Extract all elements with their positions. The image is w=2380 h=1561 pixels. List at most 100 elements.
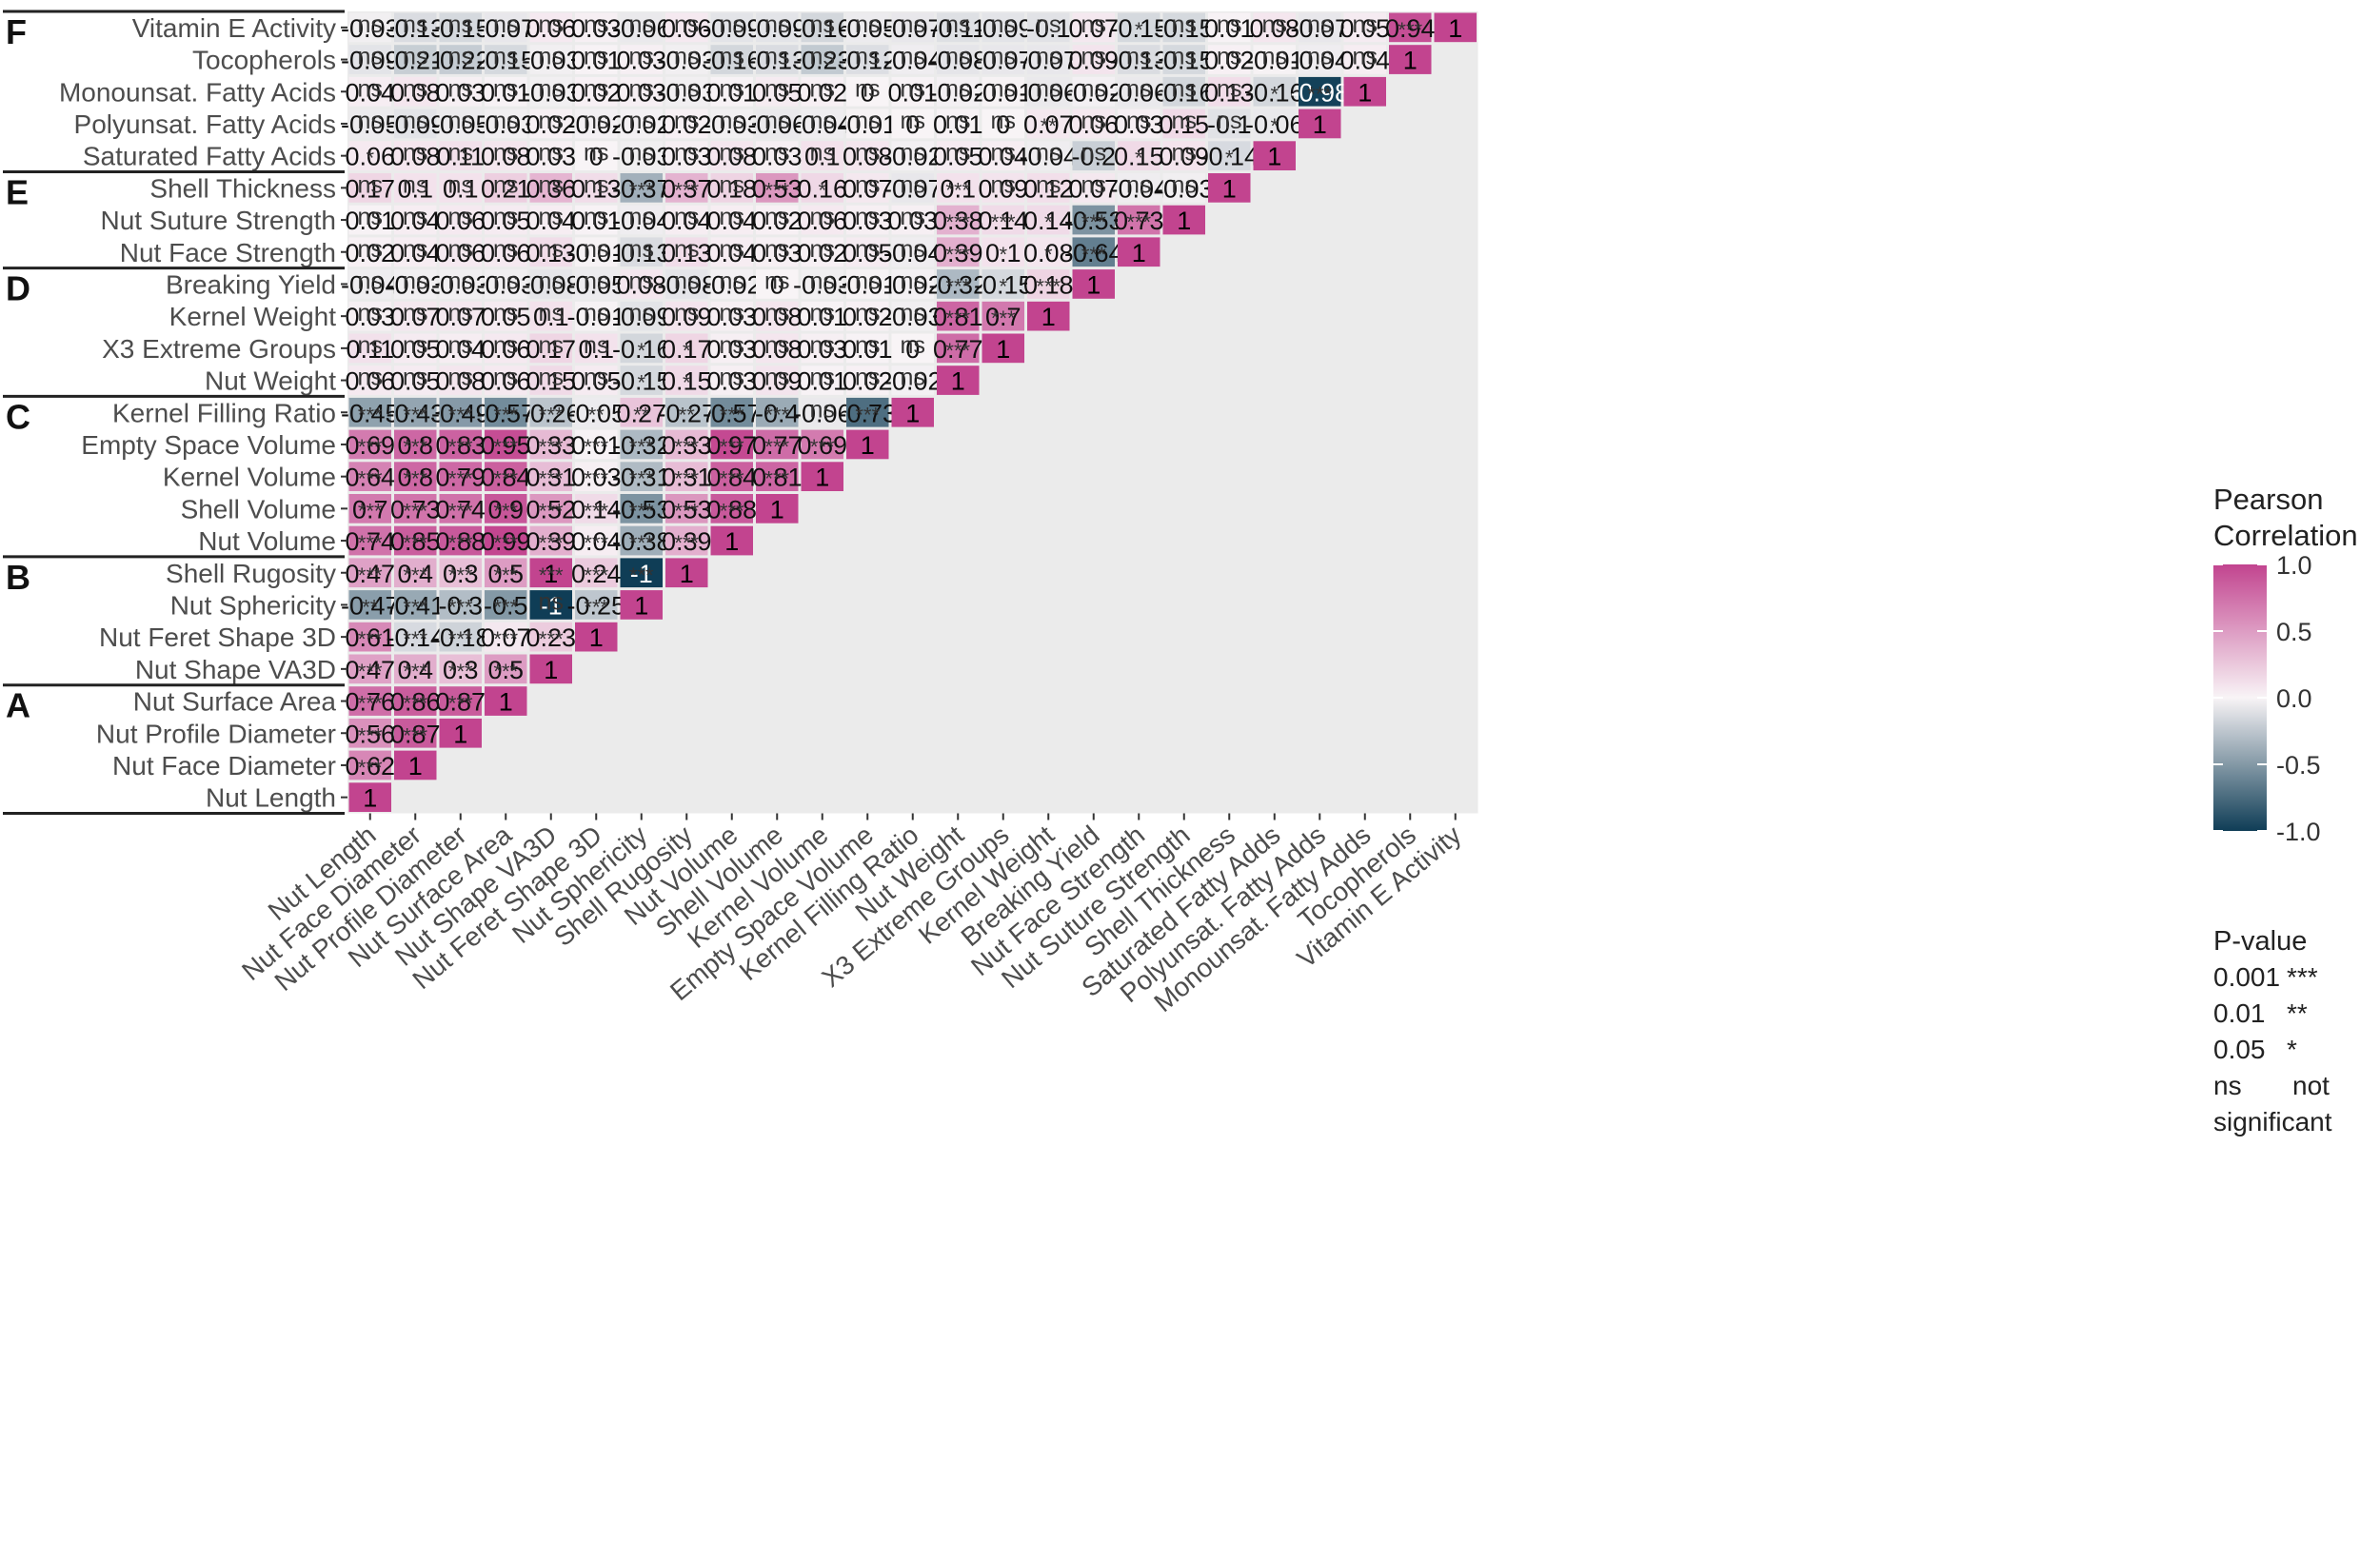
cell-value-label: 0.05	[481, 303, 531, 331]
pvalue-label: ns	[403, 300, 427, 326]
heatmap-cell	[756, 494, 799, 524]
heatmap-cell	[439, 429, 482, 460]
heatmap-cell	[982, 205, 1024, 235]
cell-value-label: 0.04	[978, 143, 1028, 171]
cell-value-label: 0.02	[843, 303, 893, 331]
heatmap-cell	[1162, 141, 1205, 170]
cell-value-label: 0.88	[706, 495, 757, 524]
heatmap-cell	[665, 45, 708, 74]
heatmap-cell	[937, 12, 980, 43]
heatmap-cell	[575, 494, 618, 524]
pvalue-label: ns	[448, 11, 473, 38]
cell-value-label: 0.47	[345, 656, 395, 684]
pvalue-label: ns	[764, 204, 789, 230]
cell-value-label: -0.41	[386, 591, 445, 620]
heatmap-cell	[485, 173, 527, 203]
cell-value-label: -0.2	[1071, 143, 1116, 171]
cell-value-label: 0.05	[390, 335, 441, 364]
cell-value-label: -0.01	[566, 239, 625, 267]
heatmap-cell	[846, 301, 889, 331]
pvalue-label: ***	[358, 660, 383, 683]
heatmap-cell	[665, 429, 708, 460]
heatmap-cell	[348, 622, 391, 652]
cell-value-label: -0.53	[1064, 207, 1123, 235]
pvalue-label: ns	[1126, 108, 1151, 134]
heatmap-cell	[348, 76, 391, 107]
pvalue-label: ***	[584, 595, 608, 619]
pvalue-label: ns	[403, 267, 427, 294]
cell-value-label: 0.04	[1339, 47, 1390, 75]
group-brackets: A B C D E F	[3, 10, 345, 815]
pvalue-label: ***	[403, 435, 427, 459]
heatmap-cell	[394, 12, 437, 43]
pvalue-label: ns	[1172, 75, 1197, 102]
heatmap-cell	[485, 494, 527, 524]
pvalue-label: *	[1135, 147, 1143, 170]
heatmap-cell	[485, 622, 527, 652]
heatmap-cell	[982, 12, 1024, 43]
pvalue-label: ns	[448, 300, 473, 326]
cell-value-label: 0.21	[481, 174, 531, 203]
pvalue-label: ***	[493, 403, 518, 426]
y-tick-label: Shell Rugosity	[166, 559, 336, 588]
pvalue-label: ***	[1307, 82, 1332, 106]
cell-value-label: 0.07	[435, 303, 486, 331]
cell-value-label: 0.08	[843, 143, 893, 171]
cell-value-label: 0	[589, 143, 604, 171]
cell-value-label: 0.06	[1068, 110, 1119, 139]
cell-value-label: -0.53	[612, 495, 671, 524]
pvalue-label: ns	[493, 204, 518, 230]
cell-value-label: -0.47	[341, 591, 400, 620]
heatmap-cell	[394, 686, 437, 716]
cell-value-label: 0.03	[797, 335, 847, 364]
heatmap-cell	[1208, 141, 1251, 170]
heatmap-cell	[846, 12, 889, 43]
cell-value-label: -0.02	[883, 270, 942, 299]
heatmap-cell	[710, 429, 753, 460]
heatmap-cell	[575, 45, 618, 74]
cell-value-label: 0.69	[797, 431, 847, 460]
cell-value-label: 0.74	[435, 495, 486, 524]
heatmap-cell	[439, 590, 482, 620]
heatmap-cell	[620, 45, 663, 74]
cell-value-label: 0.03	[843, 207, 893, 235]
pvalue-label: ns	[493, 267, 518, 294]
heatmap-cell	[575, 301, 618, 331]
cell-value-label: -0.06	[1019, 78, 1078, 107]
cell-value-label: 1	[996, 335, 1010, 364]
pvalue-label: *	[1135, 18, 1143, 42]
cell-value-label: 0.1	[533, 303, 569, 331]
heatmap-cell	[937, 269, 980, 299]
pvalue-label: ns	[720, 365, 744, 391]
heatmap-cell	[485, 366, 527, 395]
heatmap-cell	[529, 237, 572, 267]
heatmap-cell	[756, 366, 799, 395]
pvalue-label: ns	[855, 300, 880, 326]
heatmap-cell	[439, 558, 482, 588]
pvalue-label: ns	[358, 11, 383, 38]
cell-value-label: 0.1	[578, 335, 614, 364]
cell-value-label: -0.03	[703, 110, 762, 139]
heatmap-cell	[439, 12, 482, 43]
heatmap-cell	[710, 45, 753, 74]
cell-value-label: 0.94	[1385, 14, 1436, 43]
pvalue-label: ns	[1036, 11, 1061, 38]
cell-value-label: 0.56	[345, 720, 395, 748]
heatmap-cell	[348, 525, 391, 556]
cell-value-label: -0.01	[838, 270, 897, 299]
heatmap-cell	[1299, 45, 1341, 74]
pvalue-label: ns	[1262, 44, 1287, 70]
cell-value-label: -0.5	[484, 591, 528, 620]
pvalue-label: ***	[629, 563, 654, 587]
cell-value-label: -0.07	[883, 174, 942, 203]
cell-value-label: 0.86	[390, 688, 441, 717]
cell-value-label: -0.09	[341, 47, 400, 75]
heatmap-cell	[756, 429, 799, 460]
cell-value-label: 0.04	[390, 207, 441, 235]
heatmap-cell	[394, 718, 437, 748]
cell-value-label: -0.21	[386, 47, 445, 75]
pvalue-label: ***	[539, 499, 564, 523]
heatmap-cell	[1343, 12, 1386, 43]
cell-value-label: 0.06	[662, 14, 712, 43]
heatmap-cell	[756, 237, 799, 267]
